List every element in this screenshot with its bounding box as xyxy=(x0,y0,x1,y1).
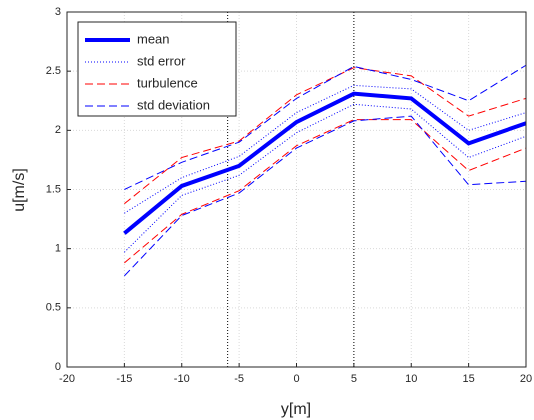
legend-box xyxy=(77,21,237,117)
x-tick-label: 20 xyxy=(520,373,532,385)
axes-box xyxy=(66,11,527,368)
series-line xyxy=(124,115,527,277)
x-tick-label: -20 xyxy=(59,373,75,385)
series-line xyxy=(124,103,527,253)
legend-label: turbulence xyxy=(137,75,198,90)
x-tick-label: 10 xyxy=(405,373,417,385)
x-tick-label: 5 xyxy=(351,373,357,385)
y-tick-label: 2.5 xyxy=(46,65,61,77)
x-tick-label: -10 xyxy=(174,373,190,385)
series-line xyxy=(123,91,527,235)
y-tick-label: 2 xyxy=(55,124,61,136)
legend-label: mean xyxy=(137,31,170,46)
x-tick-label: 15 xyxy=(463,373,475,385)
series-line xyxy=(124,119,527,264)
series-line xyxy=(124,67,527,205)
legend-label: std error xyxy=(137,53,186,68)
y-tick-label: 0 xyxy=(55,361,61,373)
x-axis-label: y[m] xyxy=(281,401,311,418)
y-tick-label: 1 xyxy=(55,243,61,255)
y-tick-label: 0.5 xyxy=(46,302,61,314)
x-tick-label: -5 xyxy=(234,373,244,385)
y-tick-label: 1.5 xyxy=(46,183,61,195)
series-line xyxy=(124,64,527,190)
legend-label: std deviation xyxy=(137,97,210,112)
x-tick-label: -15 xyxy=(116,373,132,385)
y-axis-label: u[m/s] xyxy=(11,168,28,212)
y-tick-label: 3 xyxy=(55,6,61,18)
x-tick-label: 0 xyxy=(293,373,299,385)
